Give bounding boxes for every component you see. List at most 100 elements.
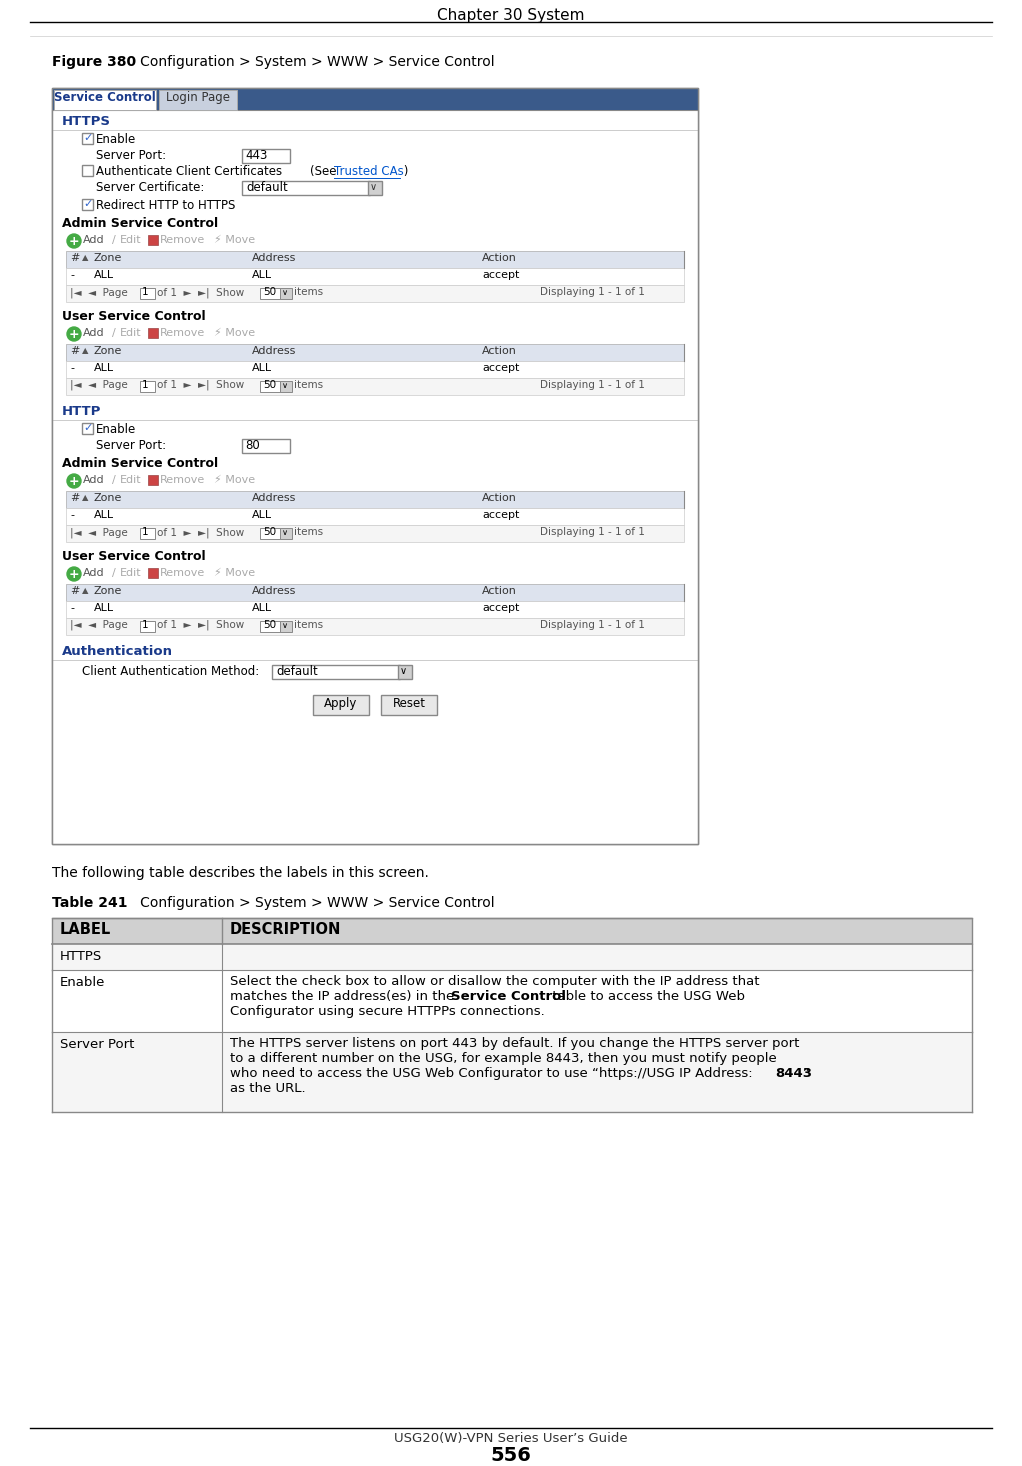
- Text: 50: 50: [263, 526, 276, 537]
- Text: to a different number on the USG, for example 8443, then you must notify people: to a different number on the USG, for ex…: [230, 1053, 777, 1064]
- Text: |◄  ◄  Page: |◄ ◄ Page: [69, 380, 128, 390]
- Text: Edit: Edit: [120, 235, 142, 245]
- Text: Remove: Remove: [160, 567, 205, 578]
- Text: Zone: Zone: [94, 254, 123, 262]
- Text: /: /: [112, 475, 115, 485]
- Text: ∨: ∨: [400, 666, 407, 676]
- Text: accept: accept: [482, 270, 519, 280]
- Text: Address: Address: [252, 586, 296, 597]
- Text: ∨: ∨: [282, 528, 288, 537]
- Bar: [66, 361, 684, 378]
- Text: ALL: ALL: [94, 270, 114, 280]
- Bar: [260, 528, 280, 539]
- Circle shape: [67, 474, 81, 488]
- Bar: [368, 180, 382, 195]
- Text: ALL: ALL: [94, 364, 114, 372]
- Bar: [52, 918, 972, 944]
- Text: +: +: [68, 567, 80, 581]
- Bar: [242, 180, 370, 195]
- Text: Zone: Zone: [94, 586, 123, 597]
- Text: Authentication: Authentication: [62, 645, 173, 658]
- Text: Remove: Remove: [160, 475, 205, 485]
- Text: ∨: ∨: [282, 381, 288, 390]
- Text: 1: 1: [142, 380, 148, 390]
- Text: ∨: ∨: [282, 287, 288, 298]
- Text: Displaying 1 - 1 of 1: Displaying 1 - 1 of 1: [540, 620, 645, 630]
- Bar: [66, 601, 684, 619]
- Text: ✓: ✓: [83, 424, 92, 432]
- Bar: [242, 438, 290, 453]
- Bar: [66, 619, 684, 635]
- Text: items: items: [294, 287, 323, 298]
- Text: ): ): [400, 166, 409, 177]
- Circle shape: [67, 235, 81, 248]
- Text: |◄  ◄  Page: |◄ ◄ Page: [69, 526, 128, 538]
- Text: Authenticate Client Certificates: Authenticate Client Certificates: [96, 166, 282, 177]
- Bar: [159, 89, 237, 110]
- Text: ALL: ALL: [252, 270, 272, 280]
- Text: Redirect HTTP to HTTPS: Redirect HTTP to HTTPS: [96, 199, 235, 213]
- Text: ⚡ Move: ⚡ Move: [214, 567, 256, 578]
- Text: Address: Address: [252, 254, 296, 262]
- Bar: [148, 328, 158, 339]
- Text: +: +: [68, 235, 80, 248]
- Text: accept: accept: [482, 364, 519, 372]
- Text: Address: Address: [252, 493, 296, 503]
- Bar: [52, 944, 972, 970]
- Bar: [52, 1032, 972, 1113]
- Text: -: -: [69, 510, 74, 520]
- Text: 80: 80: [245, 438, 260, 452]
- Text: The following table describes the labels in this screen.: The following table describes the labels…: [52, 866, 429, 880]
- Text: Add: Add: [83, 328, 104, 339]
- Text: default: default: [246, 180, 288, 194]
- Bar: [148, 567, 158, 578]
- Text: The HTTPS server listens on port 443 by default. If you change the HTTPS server : The HTTPS server listens on port 443 by …: [230, 1036, 799, 1050]
- Text: DESCRIPTION: DESCRIPTION: [230, 922, 341, 937]
- Text: items: items: [294, 526, 323, 537]
- Text: Action: Action: [482, 346, 517, 356]
- Bar: [242, 150, 290, 163]
- Text: Apply: Apply: [324, 696, 358, 710]
- Text: #: #: [69, 586, 80, 597]
- Text: ⚡ Move: ⚡ Move: [214, 328, 256, 339]
- Bar: [280, 287, 292, 299]
- Text: ▲: ▲: [82, 586, 89, 595]
- Text: 556: 556: [491, 1445, 531, 1465]
- Text: ALL: ALL: [252, 510, 272, 520]
- Text: LABEL: LABEL: [60, 922, 111, 937]
- Text: Server Certificate:: Server Certificate:: [96, 180, 204, 194]
- Text: of 1  ►  ►|  Show: of 1 ► ►| Show: [157, 380, 244, 390]
- Text: Reset: Reset: [392, 696, 425, 710]
- Text: |◄  ◄  Page: |◄ ◄ Page: [69, 620, 128, 630]
- Text: Enable: Enable: [96, 133, 136, 147]
- Text: Edit: Edit: [120, 567, 142, 578]
- Text: ”: ”: [803, 1067, 809, 1080]
- Text: ▲: ▲: [82, 493, 89, 501]
- Text: Trusted CAs: Trusted CAs: [334, 166, 404, 177]
- Bar: [66, 251, 684, 268]
- Text: items: items: [294, 620, 323, 630]
- Text: table to access the USG Web: table to access the USG Web: [548, 990, 745, 1003]
- Text: Client Authentication Method:: Client Authentication Method:: [82, 666, 260, 677]
- Text: User Service Control: User Service Control: [62, 550, 205, 563]
- Bar: [66, 378, 684, 394]
- Text: Configuration > System > WWW > Service Control: Configuration > System > WWW > Service C…: [127, 896, 495, 910]
- Text: ALL: ALL: [94, 510, 114, 520]
- Bar: [66, 491, 684, 509]
- Text: |◄  ◄  Page: |◄ ◄ Page: [69, 287, 128, 298]
- Text: #: #: [69, 493, 80, 503]
- Bar: [52, 970, 972, 1032]
- Text: Zone: Zone: [94, 493, 123, 503]
- Bar: [82, 133, 93, 144]
- Bar: [66, 268, 684, 284]
- Text: ⚡ Move: ⚡ Move: [214, 235, 256, 245]
- Text: ALL: ALL: [252, 364, 272, 372]
- Text: #: #: [69, 346, 80, 356]
- Text: Chapter 30 System: Chapter 30 System: [437, 7, 585, 23]
- Text: Service Control: Service Control: [451, 990, 566, 1003]
- Text: Select the check box to allow or disallow the computer with the IP address that: Select the check box to allow or disallo…: [230, 975, 759, 988]
- Bar: [148, 235, 158, 245]
- Text: 50: 50: [263, 620, 276, 630]
- Bar: [280, 381, 292, 391]
- Bar: [260, 287, 280, 299]
